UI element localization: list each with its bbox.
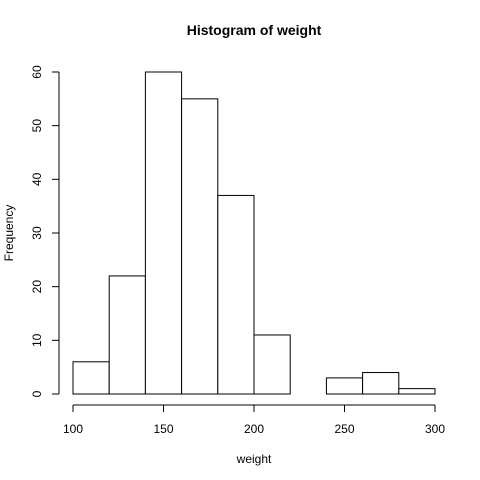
histogram-bar: [253, 334, 291, 395]
y-axis-label: Frequency: [2, 205, 16, 262]
y-tick-label: 50: [30, 119, 44, 133]
chart-title: Histogram of weight: [187, 22, 322, 38]
y-axis: 0 10 20 30 40 50 60: [30, 65, 60, 397]
y-tick-label: 0: [30, 390, 44, 397]
histogram-bar: [398, 388, 436, 395]
histogram-bar: [144, 71, 183, 395]
x-tick-label: 100: [63, 422, 83, 436]
histogram-bar: [72, 361, 110, 395]
bars-group: [72, 71, 436, 395]
histogram-bar: [325, 377, 364, 395]
histogram-bar: [217, 194, 255, 395]
y-tick-label: 30: [30, 226, 44, 240]
x-axis-label: weight: [236, 452, 272, 466]
histogram-bar: [108, 275, 146, 395]
histogram-bar: [362, 372, 400, 395]
x-tick-label: 250: [334, 422, 354, 436]
x-tick-label: 150: [153, 422, 173, 436]
y-tick-label: 20: [30, 280, 44, 294]
x-tick-label: 200: [244, 422, 264, 436]
x-tick-label: 300: [425, 422, 445, 436]
histogram-bar: [181, 98, 219, 395]
x-axis: 100 150 200 250 300: [63, 404, 445, 436]
y-tick-label: 60: [30, 65, 44, 79]
y-tick-label: 10: [30, 333, 44, 347]
y-tick-label: 40: [30, 172, 44, 186]
